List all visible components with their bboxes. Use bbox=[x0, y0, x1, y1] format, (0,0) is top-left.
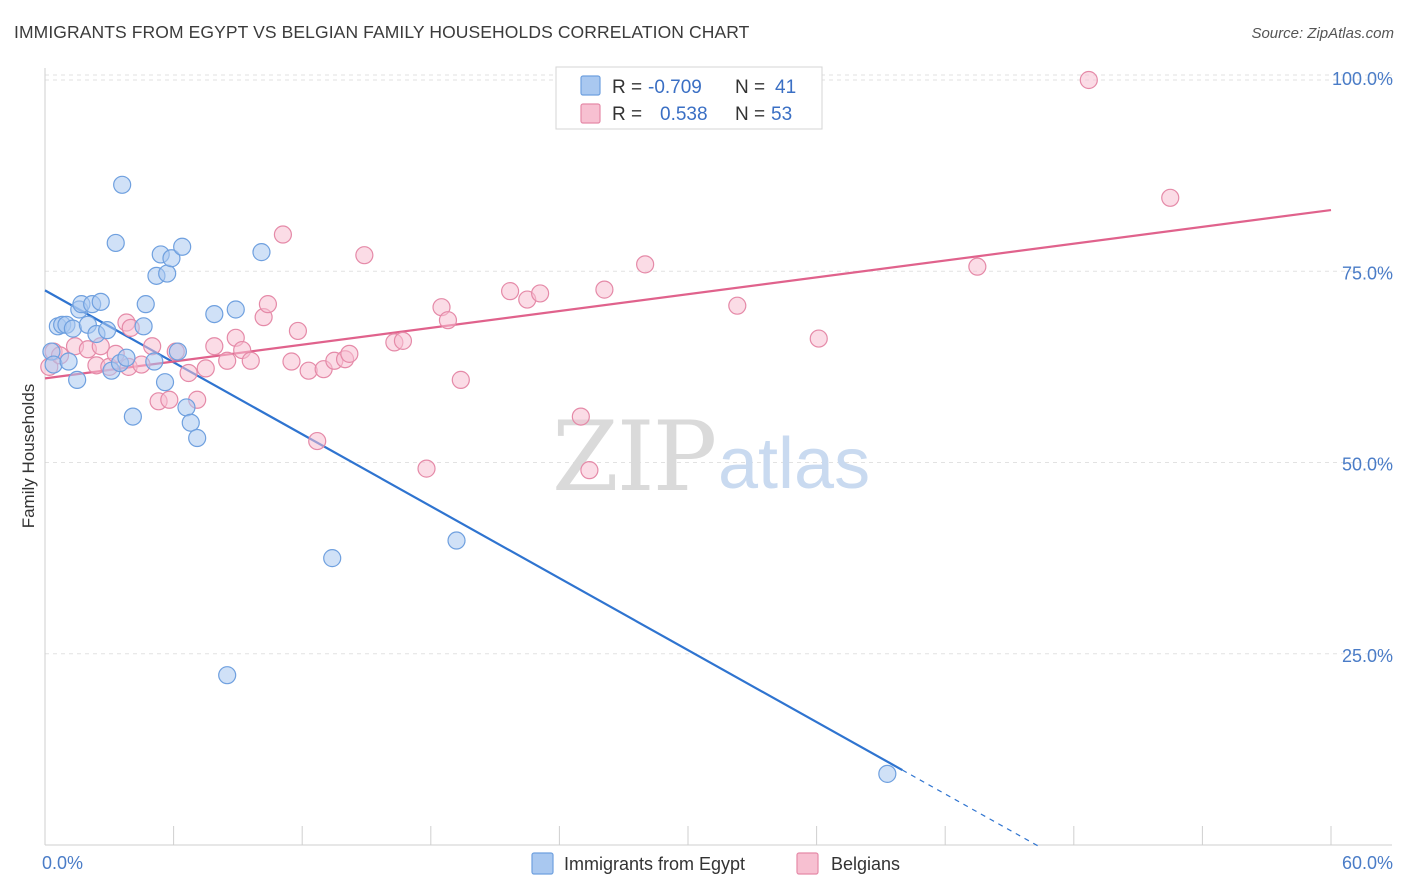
egypt-point bbox=[447, 531, 466, 550]
egypt-point bbox=[59, 352, 78, 371]
belgians-point bbox=[1161, 188, 1180, 207]
egypt-point bbox=[226, 300, 245, 319]
legend-r-value-egypt: -0.709 bbox=[648, 77, 702, 98]
egypt-point bbox=[91, 292, 110, 311]
chart-title: IMMIGRANTS FROM EGYPT VS BELGIAN FAMILY … bbox=[14, 22, 750, 42]
belgians-point bbox=[160, 390, 179, 409]
watermark-atlas: atlas bbox=[718, 424, 870, 504]
belgians-point bbox=[636, 255, 655, 274]
legend-n-value-belgians: 53 bbox=[771, 104, 792, 125]
source-credit: Source: ZipAtlas.com bbox=[1251, 25, 1394, 42]
belgians-point bbox=[205, 337, 224, 356]
belgians-point bbox=[531, 284, 550, 303]
axes bbox=[44, 68, 1392, 846]
series-legend-swatch-egypt bbox=[531, 852, 554, 875]
y-axis-title: Family Households bbox=[19, 384, 38, 529]
y-tick-label: 100.0% bbox=[1332, 69, 1393, 89]
legend-r-value-belgians: 0.538 bbox=[660, 104, 708, 125]
egypt-point bbox=[98, 321, 117, 340]
legend-n-value-egypt: 41 bbox=[775, 77, 796, 98]
legend-r-label-belgians: R = bbox=[612, 104, 642, 125]
belgians-trend-line bbox=[44, 208, 1332, 380]
belgians-point bbox=[288, 321, 308, 341]
egypt-point bbox=[136, 295, 155, 314]
series-legend-swatch-belgians bbox=[796, 852, 819, 875]
belgians-point bbox=[308, 431, 327, 451]
egypt-point bbox=[158, 264, 177, 283]
egypt-points bbox=[42, 175, 897, 783]
egypt-point bbox=[162, 249, 181, 268]
belgians-point bbox=[355, 246, 374, 265]
egypt-point bbox=[323, 549, 342, 568]
belgians-point bbox=[580, 461, 599, 480]
belgians-point bbox=[273, 225, 293, 244]
legend-n-label-belgians: N = bbox=[735, 104, 765, 125]
belgians-point bbox=[179, 363, 198, 383]
egypt-point bbox=[134, 317, 153, 336]
belgians-point bbox=[258, 295, 278, 314]
y-tick-label: 75.0% bbox=[1342, 263, 1393, 283]
belgians-point bbox=[299, 361, 318, 380]
legend-n-label-egypt: N = bbox=[735, 77, 765, 98]
belgians-point bbox=[282, 352, 301, 371]
y-tick-label: 25.0% bbox=[1342, 646, 1393, 666]
egypt-trend-extension bbox=[902, 769, 1042, 849]
series-legend: Immigrants from Egypt Belgians bbox=[531, 852, 900, 875]
belgians-point bbox=[451, 370, 470, 389]
egypt-point bbox=[155, 373, 175, 392]
belgians-point bbox=[340, 344, 359, 363]
egypt-point bbox=[218, 666, 237, 685]
belgians-point bbox=[417, 459, 436, 478]
egypt-point bbox=[145, 352, 164, 371]
series-legend-label-belgians: Belgians bbox=[831, 854, 900, 874]
y-tick-label: 50.0% bbox=[1342, 455, 1393, 475]
egypt-point bbox=[106, 233, 125, 253]
egypt-point bbox=[68, 370, 87, 389]
belgians-points bbox=[40, 70, 1180, 480]
legend-swatch-belgians bbox=[580, 103, 601, 124]
belgians-point bbox=[438, 311, 458, 330]
series-legend-label-egypt: Immigrants from Egypt bbox=[564, 854, 745, 874]
egypt-point bbox=[181, 413, 200, 432]
egypt-point bbox=[188, 428, 207, 448]
belgians-point bbox=[143, 337, 162, 356]
watermark: ZIP atlas bbox=[552, 401, 870, 513]
legend-r-label-egypt: R = bbox=[612, 77, 642, 98]
belgians-point bbox=[595, 280, 614, 299]
belgians-point bbox=[728, 296, 747, 315]
egypt-point bbox=[113, 175, 132, 194]
belgians-point bbox=[571, 407, 590, 426]
belgians-point bbox=[809, 329, 828, 348]
egypt-point bbox=[205, 304, 224, 324]
egypt-point bbox=[878, 764, 897, 783]
egypt-point bbox=[168, 342, 187, 361]
belgians-point bbox=[968, 257, 987, 276]
belgians-point bbox=[501, 282, 520, 301]
x-tick-label-min: 0.0% bbox=[42, 853, 83, 873]
belgians-point bbox=[196, 359, 215, 378]
stats-legend: R = -0.709 N = 41 R = 0.538 N = 53 bbox=[555, 66, 823, 130]
belgians-point bbox=[218, 351, 237, 370]
egypt-point bbox=[44, 355, 63, 374]
egypt-point bbox=[117, 348, 136, 367]
egypt-point bbox=[173, 237, 192, 256]
belgians-point bbox=[241, 351, 260, 370]
egypt-point bbox=[177, 398, 196, 417]
belgians-point bbox=[393, 331, 413, 350]
egypt-point bbox=[63, 319, 82, 338]
y-tick-labels: 25.0% 50.0% 75.0% 100.0% bbox=[1332, 69, 1393, 666]
egypt-point bbox=[123, 407, 142, 426]
egypt-point bbox=[252, 243, 271, 262]
legend-swatch-egypt bbox=[580, 75, 601, 96]
x-tick-label-max: 60.0% bbox=[1342, 853, 1393, 873]
belgians-point bbox=[1079, 70, 1098, 90]
